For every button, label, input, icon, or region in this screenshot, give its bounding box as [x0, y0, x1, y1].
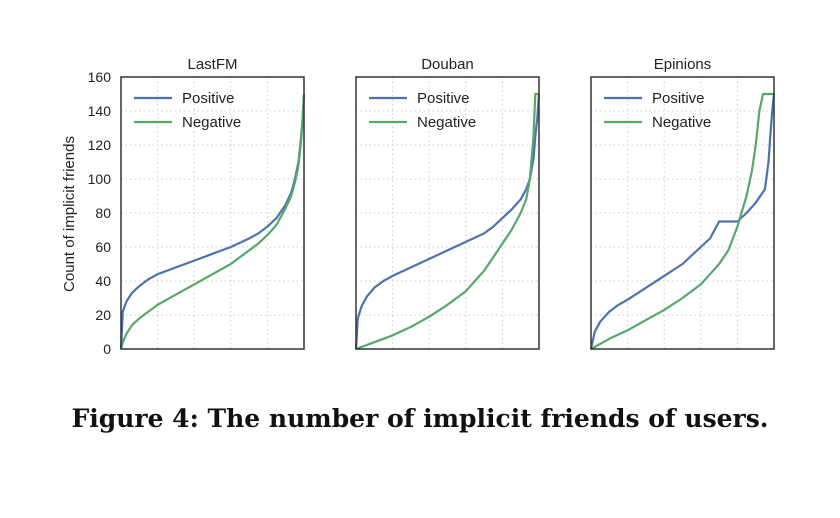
chart-panel-1: Douban Positive Negative — [354, 56, 541, 351]
plot-frame — [355, 76, 540, 350]
y-tick-label: 80 — [95, 205, 111, 221]
y-tick-label: 120 — [88, 137, 112, 153]
legend-label-negative: Negative — [182, 114, 241, 131]
legend-label-negative: Negative — [417, 114, 476, 131]
y-tick-label: 40 — [95, 273, 111, 289]
legend-label-negative: Negative — [652, 114, 711, 131]
chart-title: Epinions — [654, 56, 712, 73]
y-tick-label: 160 — [88, 69, 112, 85]
y-axis-label: Count of implicit friends — [61, 136, 78, 292]
series-line-negative — [590, 92, 774, 350]
chart-panel-2: Epinions Positive Negative — [589, 56, 776, 350]
legend-label-positive: Positive — [417, 90, 470, 107]
series-line-negative — [355, 92, 539, 351]
legend-label-positive: Positive — [652, 90, 705, 107]
y-tick-label: 60 — [95, 239, 111, 255]
plot-frame — [590, 76, 775, 350]
chart-title: Douban — [421, 56, 474, 73]
plot-frame — [120, 76, 305, 350]
chart-title: LastFM — [187, 56, 237, 73]
y-tick-label: 0 — [103, 341, 111, 357]
figure-caption: Figure 4: The number of implicit friends… — [71, 404, 769, 433]
y-tick-label: 100 — [88, 171, 112, 187]
legend-label-positive: Positive — [182, 90, 235, 107]
figure-chart: Count of implicit friends 0 20 40 60 80 100 12… — [61, 56, 776, 357]
y-tick-label: 20 — [95, 307, 111, 323]
series-line-positive — [589, 93, 776, 350]
chart-panel-0: 0 20 40 60 80 100 120 140 160 LastFM Positive Negat… — [88, 56, 306, 357]
y-tick-label: 140 — [88, 103, 112, 119]
series-line-negative — [119, 93, 306, 350]
